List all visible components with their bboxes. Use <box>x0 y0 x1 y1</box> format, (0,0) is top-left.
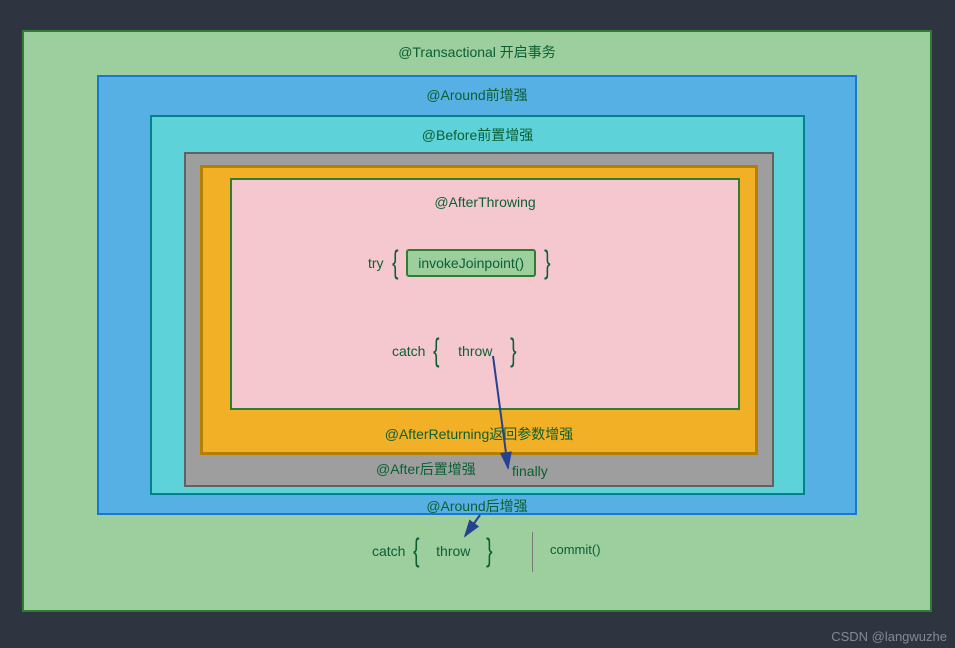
try-row: try { invokeJoinpoint() } <box>368 244 553 281</box>
after-title: @After后置增强 <box>376 459 476 479</box>
catch-label: catch <box>392 343 425 359</box>
divider <box>532 532 533 572</box>
commit-label: commit() <box>550 542 601 557</box>
brace-close-icon: } <box>544 244 550 281</box>
brace-close-icon: } <box>487 532 493 569</box>
bottom-catch-row: catch { throw } <box>372 532 495 569</box>
bottom-catch-label: catch <box>372 543 405 559</box>
throw-label: throw <box>448 343 502 359</box>
before-title: @Before前置增强 <box>152 125 803 145</box>
invoke-label: invokeJoinpoint() <box>418 255 524 271</box>
try-label: try <box>368 255 384 271</box>
transactional-title: @Transactional 开启事务 <box>24 42 930 62</box>
brace-open-icon: { <box>434 332 440 369</box>
brace-open-icon: { <box>414 532 420 569</box>
bottom-throw-label: throw <box>428 543 478 559</box>
brace-open-icon: { <box>392 244 398 281</box>
around-footer-label: @Around后增强 <box>97 496 857 516</box>
brace-close-icon: } <box>511 332 517 369</box>
watermark: CSDN @langwuzhe <box>831 629 947 644</box>
after-finally: finally <box>512 463 548 479</box>
around-title: @Around前增强 <box>99 85 855 105</box>
after-throwing-title: @AfterThrowing <box>232 194 738 210</box>
catch-row: catch { throw } <box>392 332 519 369</box>
invoke-box: invokeJoinpoint() <box>406 249 536 277</box>
after-returning-title: @AfterReturning返回参数增强 <box>203 424 755 444</box>
layer-after-throwing: @AfterThrowing try { invokeJoinpoint() }… <box>230 178 740 410</box>
